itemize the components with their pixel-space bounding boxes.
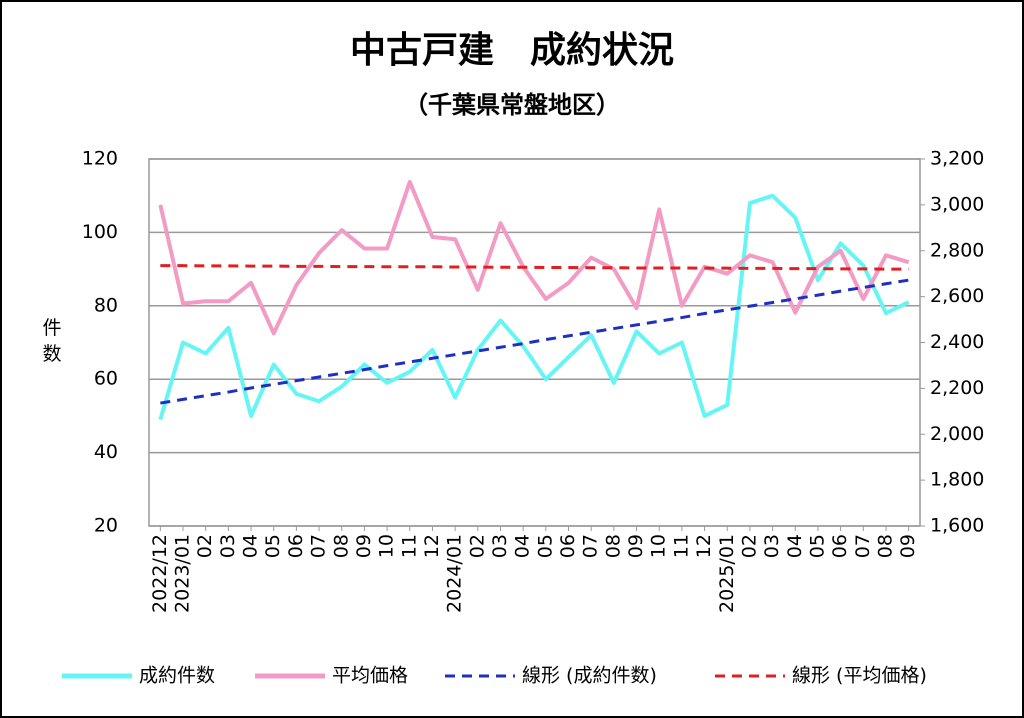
x-tick-label: 11 (398, 534, 420, 558)
y2-tick-label: 3,200 (930, 148, 984, 170)
legend-label: 平均価格 (332, 665, 408, 687)
x-tick-label: 02 (466, 534, 488, 558)
legend-label: 成約件数 (139, 665, 215, 687)
y-tick-label: 60 (94, 368, 118, 390)
x-tick-label: 12 (421, 534, 443, 558)
x-tick-label: 03 (217, 534, 239, 558)
x-tick-label: 06 (557, 534, 579, 558)
trend-line (160, 264, 909, 271)
x-tick-label: 03 (489, 534, 511, 558)
chart-title: 中古戸建 成約状況 (350, 30, 674, 71)
y-axis-label-char: 件 (42, 317, 61, 339)
y2-tick-label: 1,800 (930, 469, 984, 491)
y-tick-label: 100 (82, 221, 118, 243)
y2-tick-label: 2,800 (930, 239, 984, 261)
x-tick-label: 11 (670, 534, 692, 558)
y-tick-label: 80 (94, 294, 118, 316)
y-tick-label: 120 (82, 148, 118, 170)
x-tick-label: 04 (240, 534, 262, 558)
y2-tick-label: 2,400 (930, 331, 984, 353)
series-line (158, 193, 910, 421)
x-tick-label: 10 (648, 534, 670, 558)
x-tick-label: 02 (738, 534, 760, 558)
x-tick-label: 02 (194, 534, 216, 558)
x-tick-label: 06 (285, 534, 307, 558)
x-tick-label: 07 (580, 534, 602, 558)
x-tick-label: 05 (534, 534, 556, 558)
x-tick-label: 2023/01 (172, 534, 194, 613)
x-tick-label: 10 (376, 534, 398, 558)
x-tick-label: 07 (308, 534, 330, 558)
x-tick-label: 06 (829, 534, 851, 558)
y2-tick-label: 1,600 (930, 515, 984, 537)
x-tick-label: 09 (897, 534, 919, 558)
y2-tick-label: 2,600 (930, 285, 984, 307)
plot-area (148, 158, 921, 527)
x-tick-label: 04 (512, 534, 534, 558)
y-tick-label: 40 (94, 441, 118, 463)
x-tick-label: 05 (262, 534, 284, 558)
y-axis-label: 件数 (42, 317, 61, 365)
x-tick-label: 2024/01 (444, 534, 466, 613)
series-line (158, 179, 910, 336)
y2-tick-label: 3,000 (930, 193, 984, 215)
x-tick-label: 08 (330, 534, 352, 558)
y-tick-label: 20 (94, 515, 118, 537)
chart-subtitle: （千葉県常盤地区） (404, 91, 620, 119)
x-tick-label: 2025/01 (716, 534, 738, 613)
x-tick-label: 08 (874, 534, 896, 558)
x-tick-label: 08 (602, 534, 624, 558)
trend-line (160, 278, 909, 405)
y2-tick-label: 2,000 (930, 423, 984, 445)
y2-tick-label: 2,200 (930, 377, 984, 399)
legend-label: 線形 (成約件数) (522, 665, 657, 687)
x-tick-label: 05 (806, 534, 828, 558)
x-tick-label: 03 (761, 534, 783, 558)
x-tick-label: 07 (852, 534, 874, 558)
x-tick-label: 09 (353, 534, 375, 558)
x-tick-label: 12 (693, 534, 715, 558)
legend-label: 線形 (平均価格) (792, 665, 927, 687)
y-axis-label-char: 数 (42, 343, 61, 365)
x-tick-label: 09 (625, 534, 647, 558)
x-tick-label: 2022/12 (149, 534, 171, 613)
x-tick-label: 04 (784, 534, 806, 558)
